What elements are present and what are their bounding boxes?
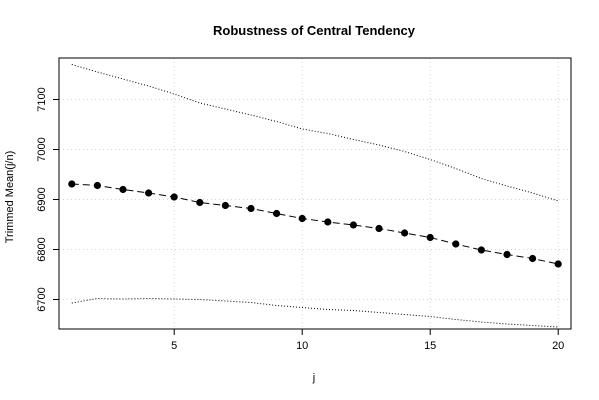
- data-point: [170, 193, 178, 201]
- y-tick-label: 6800: [36, 237, 48, 261]
- y-tick-label: 7000: [36, 137, 48, 161]
- data-point: [119, 185, 127, 194]
- data-point: [554, 260, 562, 268]
- data-point: [529, 254, 537, 263]
- data-point: [349, 221, 357, 229]
- x-tick-label: 15: [424, 340, 436, 352]
- data-point: [68, 180, 76, 188]
- x-tick-label: 20: [552, 340, 564, 352]
- data-point: [93, 181, 101, 190]
- data-point: [324, 218, 332, 226]
- y-tick-label: 6700: [36, 287, 48, 311]
- data-point: [477, 246, 485, 254]
- data-point: [452, 240, 460, 248]
- x-axis-label: j: [312, 372, 315, 384]
- chart-title: Robustness of Central Tendency: [213, 23, 416, 38]
- data-point: [273, 209, 281, 218]
- lower-band-line: [71, 297, 559, 328]
- data-point: [401, 229, 409, 237]
- x-axis: 5 10 15 20: [171, 329, 564, 352]
- y-tick-label: 7100: [36, 87, 48, 111]
- data-point: [145, 189, 153, 197]
- upper-band-line: [71, 64, 559, 202]
- data-point: [426, 233, 434, 242]
- data-point: [375, 224, 383, 233]
- data-point: [196, 198, 204, 207]
- y-axis-label: Trimmed Mean(j/n): [4, 151, 16, 244]
- plot-series: [68, 64, 562, 328]
- data-point: [503, 250, 511, 259]
- x-tick-label: 10: [296, 340, 308, 352]
- y-tick-label: 6900: [36, 187, 48, 211]
- trimmed-mean-line: [71, 183, 559, 265]
- data-point: [247, 204, 255, 213]
- y-axis: 6700 6800 6900 7000 7100: [36, 87, 59, 312]
- data-point: [221, 201, 229, 210]
- data-point: [298, 214, 306, 223]
- grid: [59, 58, 571, 329]
- x-tick-label: 5: [171, 340, 177, 352]
- plot-frame: [58, 57, 572, 330]
